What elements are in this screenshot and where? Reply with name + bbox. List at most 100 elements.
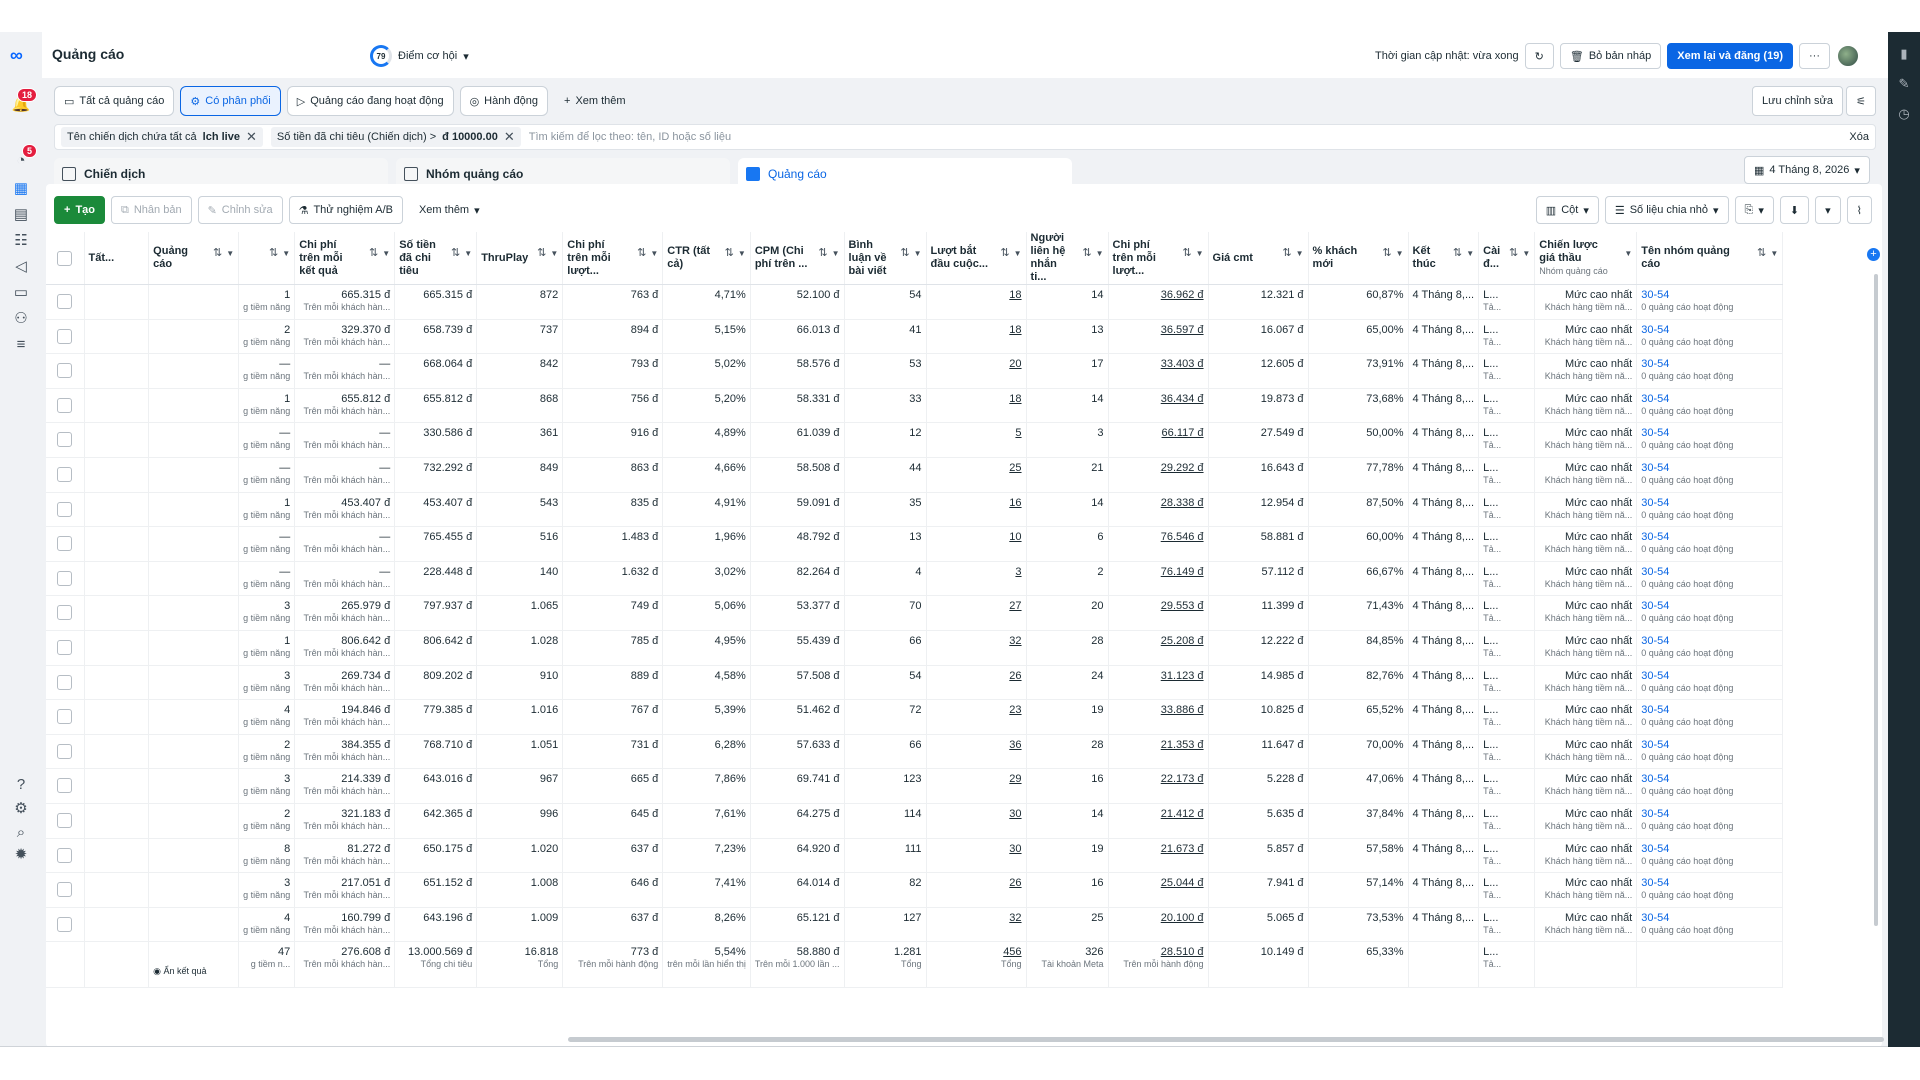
avatar[interactable] <box>1836 44 1860 68</box>
ad-name-cell[interactable] <box>148 630 240 666</box>
cell-link[interactable]: 29.553 đ <box>1160 600 1204 613</box>
ad-name-cell[interactable] <box>148 872 240 908</box>
chevron-down-icon[interactable]: ▼ <box>464 249 473 258</box>
cell-link[interactable]: 21.353 đ <box>1160 738 1204 751</box>
row-checkbox[interactable] <box>57 812 73 828</box>
row-select[interactable] <box>46 665 85 701</box>
select-all-checkbox[interactable] <box>57 250 73 266</box>
row-checkbox[interactable] <box>57 536 73 552</box>
row-select[interactable] <box>46 595 85 631</box>
ad-name-cell[interactable] <box>148 422 240 458</box>
ad-name-cell[interactable] <box>148 768 240 804</box>
chevron-down-icon[interactable]: ▼ <box>1395 249 1404 258</box>
row-checkbox[interactable] <box>57 639 73 655</box>
cell-value[interactable]: 30-54 <box>1641 738 1670 751</box>
pages-icon[interactable]: ▤ <box>13 206 29 223</box>
tab-actions[interactable]: ◎ Hành động <box>459 86 548 116</box>
cell-link[interactable]: 66.117 đ <box>1161 427 1204 440</box>
row-select[interactable] <box>46 526 85 562</box>
cell-link[interactable]: 20 <box>1009 358 1022 371</box>
cell-link[interactable]: 76.149 đ <box>1160 565 1204 578</box>
row-checkbox[interactable] <box>57 432 73 448</box>
search-icon[interactable]: ⌕ <box>16 823 26 841</box>
cell-link[interactable]: 25 <box>1009 461 1022 474</box>
row-checkbox[interactable] <box>57 605 73 621</box>
view-settings-button[interactable]: ⚟ <box>1846 86 1876 116</box>
cell-value[interactable]: 30-54 <box>1641 634 1670 647</box>
audience-icon[interactable]: ☷ <box>14 232 28 249</box>
columns-button[interactable]: ▥ Cột ▾ <box>1535 196 1599 224</box>
cell-link[interactable]: 32 <box>1009 911 1022 924</box>
chevron-down-icon[interactable]: ▼ <box>737 249 746 258</box>
sort-icon[interactable]: ⇅ <box>1452 247 1463 259</box>
cell-link[interactable]: 5 <box>1015 427 1022 440</box>
row-checkbox[interactable] <box>57 847 73 863</box>
row-checkbox[interactable] <box>57 743 73 759</box>
sort-icon[interactable]: ⇅ <box>368 247 379 259</box>
table-row[interactable]: — g tiềm năng — Trên mỗi khách hàn... 330.58… <box>46 422 1784 458</box>
chevron-down-icon[interactable]: ▼ <box>1770 249 1779 258</box>
sort-icon[interactable]: ⇅ <box>537 247 547 259</box>
tab-has-delivery[interactable]: ⚙ Có phân phối <box>180 86 281 116</box>
cell-link[interactable]: 10 <box>1009 531 1022 544</box>
row-checkbox[interactable] <box>57 501 73 517</box>
cell-link[interactable]: 23 <box>1009 704 1022 717</box>
column-header[interactable]: CTR (tất cả) ⇅ ▼ <box>662 232 751 285</box>
row-select[interactable] <box>46 561 85 597</box>
add-column-icon[interactable]: + <box>1867 248 1880 261</box>
cell-link[interactable]: 18 <box>1009 323 1022 336</box>
messages-icon[interactable]: ◔ 5 <box>11 144 37 170</box>
ad-name-cell[interactable] <box>148 388 240 424</box>
table-row[interactable]: — g tiềm năng — Trên mỗi khách hàn... 765.45… <box>46 526 1784 562</box>
row-select[interactable] <box>46 803 85 839</box>
cell-link[interactable]: 36.962 đ <box>1160 289 1204 301</box>
date-range-button[interactable]: ▦ 4 Tháng 8, 2026 ▾ <box>1744 156 1870 184</box>
megaphone-icon[interactable]: ◁ <box>15 258 27 275</box>
cell-link[interactable]: 28.338 đ <box>1160 496 1204 509</box>
column-header[interactable]: CPM (Chi phí trên ... ⇅ ▼ <box>750 232 845 285</box>
row-select[interactable] <box>46 422 85 458</box>
column-header[interactable]: Số tiền đã chi tiêu ⇅ ▼ <box>394 232 478 285</box>
sort-icon[interactable]: ⇅ <box>1082 247 1092 259</box>
opportunity-score[interactable]: 79 Điểm cơ hội ▾ <box>370 45 469 67</box>
cell-link[interactable]: 20.100 đ <box>1160 911 1204 924</box>
reports-button[interactable]: ⎘ ▾ <box>1734 196 1774 224</box>
horizontal-scrollbar[interactable] <box>568 1037 1884 1042</box>
cell-link[interactable]: 36.434 đ <box>1160 392 1204 405</box>
column-header[interactable]: Tất... <box>84 232 150 285</box>
clock-icon[interactable]: ◷ <box>1898 106 1910 121</box>
sort-icon[interactable]: ⇅ <box>212 247 223 259</box>
row-select[interactable] <box>46 388 85 424</box>
row-select[interactable] <box>46 768 85 804</box>
chevron-down-icon[interactable]: ▼ <box>831 249 840 258</box>
chevron-down-icon[interactable]: ▼ <box>1522 249 1531 258</box>
cell-link[interactable]: 26 <box>1009 877 1022 890</box>
cell-value[interactable]: 30-54 <box>1641 773 1670 786</box>
ad-name-cell[interactable] <box>148 907 240 943</box>
cell-link[interactable]: 36.597 đ <box>1160 323 1204 336</box>
ad-name-cell[interactable] <box>148 319 240 355</box>
column-header[interactable]: Quảng cáo ⇅ ▼ <box>148 232 240 285</box>
tab-all-ads[interactable]: ▭ Tất cả quảng cáo <box>54 86 175 116</box>
ad-name-cell[interactable] <box>148 734 240 770</box>
cell-link[interactable]: 22.173 đ <box>1160 773 1204 786</box>
create-button[interactable]: + Tạo <box>54 196 105 224</box>
chevron-down-icon[interactable]: ▼ <box>1295 249 1304 258</box>
cell-link[interactable]: 30 <box>1009 842 1022 855</box>
close-icon[interactable]: ✕ <box>503 129 515 144</box>
ad-name-cell[interactable] <box>148 561 240 597</box>
column-header[interactable]: % khách mới ⇅ ▼ <box>1308 232 1409 285</box>
row-select[interactable] <box>46 734 85 770</box>
chevron-down-icon[interactable]: ▼ <box>650 249 659 258</box>
sort-icon[interactable]: ⇅ <box>637 247 647 259</box>
cell-link[interactable]: 18 <box>1009 289 1022 301</box>
cell-value[interactable]: 30-54 <box>1641 807 1670 820</box>
sort-icon[interactable]: ⇅ <box>1757 247 1767 259</box>
